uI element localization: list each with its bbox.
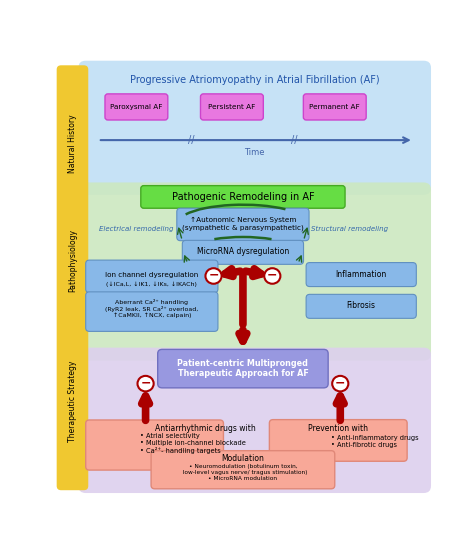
Text: ↑Autonomic Nervous System
(sympathetic & parasympathetic): ↑Autonomic Nervous System (sympathetic &… [182, 217, 304, 231]
Text: • Atrial selectivity
• Multiple ion-channel blockade
• Ca²⁺- handling targets: • Atrial selectivity • Multiple ion-chan… [140, 433, 246, 454]
Text: Modulation: Modulation [221, 454, 264, 463]
FancyBboxPatch shape [141, 186, 345, 208]
Text: −: − [140, 376, 151, 389]
Text: Electrical remodeling: Electrical remodeling [99, 226, 173, 232]
FancyBboxPatch shape [105, 94, 168, 120]
Text: Antiarrhythmic drugs with: Antiarrhythmic drugs with [155, 424, 255, 433]
Text: Persistent AF: Persistent AF [208, 104, 255, 110]
Text: Pathogenic Remodeling in AF: Pathogenic Remodeling in AF [172, 191, 314, 202]
Text: • Neuromodulation (botulinum toxin,
  low-level vagus nerve/ tragus stimulation): • Neuromodulation (botulinum toxin, low-… [179, 464, 307, 481]
FancyBboxPatch shape [78, 183, 431, 361]
FancyBboxPatch shape [158, 349, 328, 388]
Text: Prevention with: Prevention with [309, 424, 368, 433]
Text: Patient-centric Multipronged
Therapeutic Approach for AF: Patient-centric Multipronged Therapeutic… [177, 359, 309, 378]
FancyBboxPatch shape [306, 262, 416, 287]
Text: Time: Time [245, 147, 265, 157]
Text: −: − [267, 269, 278, 282]
Text: Therapeutic Strategy: Therapeutic Strategy [68, 361, 77, 442]
FancyBboxPatch shape [182, 240, 303, 265]
Text: Ion channel dysregulation: Ion channel dysregulation [105, 272, 199, 278]
Text: (↓ICa,L, ↓IK1, ↓IKs, ↓IKACh): (↓ICa,L, ↓IK1, ↓IKs, ↓IKACh) [106, 282, 197, 287]
Text: −: − [208, 269, 219, 282]
Text: Structural remodeling: Structural remodeling [311, 226, 388, 232]
Text: Aberrant Ca²⁺ handling
(RyR2 leak, SR Ca²⁺ overload,
↑CaMKII, ↑NCX, calpain): Aberrant Ca²⁺ handling (RyR2 leak, SR Ca… [105, 299, 199, 318]
Circle shape [137, 376, 154, 392]
FancyBboxPatch shape [57, 65, 88, 490]
FancyBboxPatch shape [306, 294, 416, 318]
FancyBboxPatch shape [78, 60, 431, 195]
Text: Progressive Atriomyopathy in Atrial Fibrillation (AF): Progressive Atriomyopathy in Atrial Fibr… [130, 75, 380, 85]
FancyBboxPatch shape [86, 420, 223, 470]
FancyBboxPatch shape [269, 420, 407, 461]
Text: • Anti-inflammatory drugs
• Anti-fibrotic drugs: • Anti-inflammatory drugs • Anti-fibroti… [331, 436, 419, 448]
Text: −: − [335, 376, 346, 389]
Text: Permanent AF: Permanent AF [310, 104, 360, 110]
Text: Paroxysmal AF: Paroxysmal AF [110, 104, 163, 110]
FancyBboxPatch shape [86, 260, 218, 293]
FancyBboxPatch shape [303, 94, 366, 120]
Text: Natural History: Natural History [68, 114, 77, 173]
FancyBboxPatch shape [151, 450, 335, 489]
FancyBboxPatch shape [201, 94, 264, 120]
Circle shape [264, 268, 281, 284]
Text: //: // [291, 135, 298, 145]
FancyBboxPatch shape [177, 208, 309, 241]
FancyBboxPatch shape [78, 348, 431, 493]
Text: Inflammation: Inflammation [336, 270, 387, 279]
FancyBboxPatch shape [86, 292, 218, 332]
Text: Fibrosis: Fibrosis [346, 301, 376, 311]
Text: //: // [188, 135, 195, 145]
Text: MicroRNA dysregulation: MicroRNA dysregulation [197, 248, 289, 256]
Circle shape [205, 268, 222, 284]
Text: Pathophysiology: Pathophysiology [68, 229, 77, 292]
Circle shape [332, 376, 348, 392]
